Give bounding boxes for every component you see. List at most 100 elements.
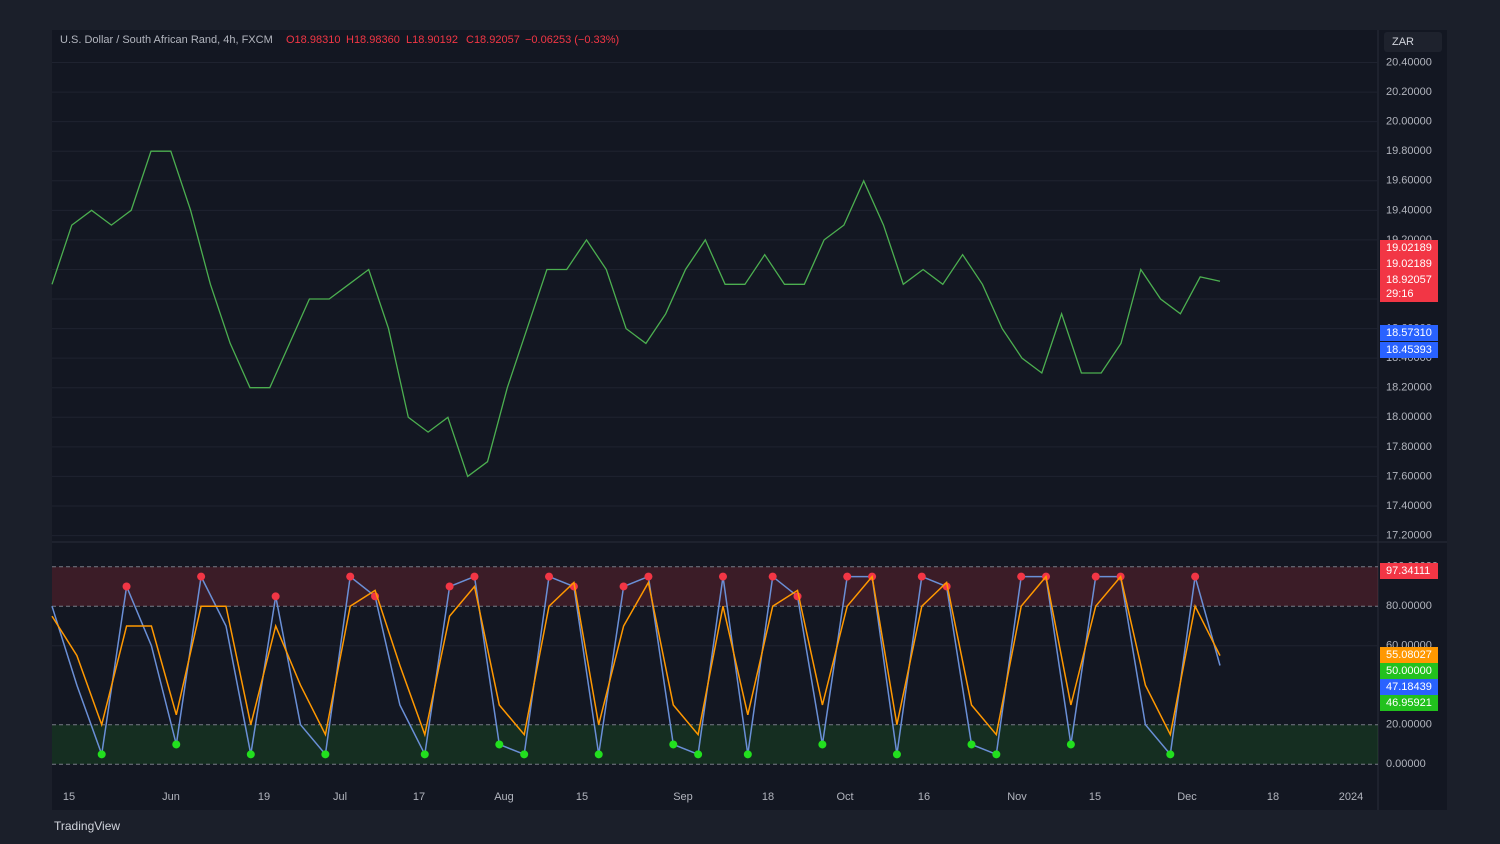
- overbought-dot: [346, 572, 355, 581]
- oversold-dot: [172, 740, 181, 749]
- oversold-dot: [321, 750, 330, 759]
- overbought-dot: [1017, 572, 1026, 581]
- x-tick-label: 19: [258, 791, 270, 803]
- y-tick-label: 17.20000: [1386, 529, 1432, 541]
- price-label: 18.92057: [1386, 274, 1432, 286]
- x-tick-label: Aug: [494, 791, 514, 803]
- x-tick-label: 17: [413, 791, 425, 803]
- price-label-bg: [1380, 240, 1438, 256]
- y-tick-label: 80.00000: [1386, 600, 1432, 612]
- oversold-dot: [818, 740, 827, 749]
- price-label: 29:16: [1386, 288, 1414, 300]
- oversold-dot: [743, 750, 752, 759]
- oversold-dot: [594, 750, 603, 759]
- overbought-dot: [843, 572, 852, 581]
- x-tick-label: 16: [918, 791, 930, 803]
- low: L18.90192: [406, 34, 458, 46]
- x-tick-label: 15: [1089, 791, 1101, 803]
- overbought-dot: [122, 582, 131, 591]
- y-tick-label: 20.00000: [1386, 719, 1432, 731]
- close: C18.92057: [466, 34, 520, 46]
- y-tick-label: 19.60000: [1386, 175, 1432, 187]
- title: U.S. Dollar / South African Rand, 4h, FX…: [60, 34, 273, 46]
- currency-box[interactable]: [1384, 32, 1442, 52]
- x-tick-label: Jul: [333, 791, 347, 803]
- overbought-dot: [197, 572, 206, 581]
- oversold-dot: [420, 750, 429, 759]
- y-tick-label: 20.40000: [1386, 56, 1432, 68]
- overbought-dot: [545, 572, 554, 581]
- open: O18.98310: [286, 34, 340, 46]
- y-tick-label: 18.00000: [1386, 411, 1432, 423]
- oversold-dot: [246, 750, 255, 759]
- price-label: 18.57310: [1386, 327, 1432, 339]
- x-tick-label: Dec: [1177, 791, 1197, 803]
- overbought-band: [52, 566, 1378, 607]
- y-tick-label: 17.40000: [1386, 500, 1432, 512]
- x-tick-label: 15: [63, 791, 75, 803]
- y-tick-label: 17.60000: [1386, 470, 1432, 482]
- y-tick-label: 20.00000: [1386, 116, 1432, 128]
- overbought-dot: [619, 582, 628, 591]
- x-tick-label: 2024: [1339, 791, 1363, 803]
- price-label: 97.34111: [1386, 565, 1430, 577]
- price-label-bg: [1380, 679, 1438, 695]
- oversold-band: [52, 724, 1378, 765]
- high: H18.98360: [346, 34, 400, 46]
- x-tick-label: 15: [576, 791, 588, 803]
- overbought-dot: [768, 572, 777, 581]
- x-tick-label: 18: [1267, 791, 1279, 803]
- oversold-dot: [669, 740, 678, 749]
- change: −0.06253 (−0.33%): [525, 34, 619, 46]
- x-tick-label: Oct: [836, 791, 853, 803]
- price-label: 46.95921: [1386, 697, 1432, 709]
- price-label-bg: [1380, 695, 1438, 711]
- y-tick-label: 18.20000: [1386, 382, 1432, 394]
- oversold-dot: [992, 750, 1001, 759]
- price-label-bg: [1380, 563, 1438, 579]
- series-line: [51, 150, 1221, 478]
- oversold-dot: [520, 750, 529, 759]
- price-label-bg: [1380, 325, 1438, 341]
- x-tick-label: Sep: [673, 791, 693, 803]
- price-label-bg: [1380, 256, 1438, 272]
- x-tick-label: Nov: [1007, 791, 1027, 803]
- y-tick-label: 19.80000: [1386, 145, 1432, 157]
- y-tick-label: 20.20000: [1386, 86, 1432, 98]
- oversold-dot: [892, 750, 901, 759]
- x-tick-label: Jun: [162, 791, 180, 803]
- oversold-dot: [495, 740, 504, 749]
- oversold-dot: [967, 740, 976, 749]
- overbought-dot: [718, 572, 727, 581]
- price-label: 18.45393: [1386, 344, 1432, 356]
- overbought-dot: [644, 572, 653, 581]
- price-label: 19.02189: [1386, 242, 1432, 254]
- y-tick-label: 17.80000: [1386, 441, 1432, 453]
- price-label: 50.00000: [1386, 665, 1432, 677]
- overbought-dot: [271, 592, 280, 601]
- chart-bg: [52, 30, 1447, 810]
- price-label: 47.18439: [1386, 681, 1432, 693]
- currency[interactable]: ZAR: [1392, 36, 1414, 48]
- overbought-dot: [1191, 572, 1200, 581]
- overbought-dot: [1091, 572, 1100, 581]
- oversold-dot: [694, 750, 703, 759]
- price-label: 19.02189: [1386, 258, 1432, 270]
- series-line: [51, 574, 1221, 757]
- x-tick-label: 18: [762, 791, 774, 803]
- price-label-bg: [1380, 272, 1438, 288]
- price-label-bg: [1380, 647, 1438, 663]
- price-label-bg: [1380, 663, 1438, 679]
- oversold-dot: [1166, 750, 1175, 759]
- overbought-dot: [470, 572, 479, 581]
- oversold-dot: [1066, 740, 1075, 749]
- series-line: [51, 574, 1221, 738]
- overbought-dot: [917, 572, 926, 581]
- price-label-bg: [1380, 286, 1438, 302]
- oversold-dot: [97, 750, 106, 759]
- brand: TradingView: [54, 819, 120, 833]
- y-tick-label: 19.40000: [1386, 204, 1432, 216]
- price-label-bg: [1380, 342, 1438, 358]
